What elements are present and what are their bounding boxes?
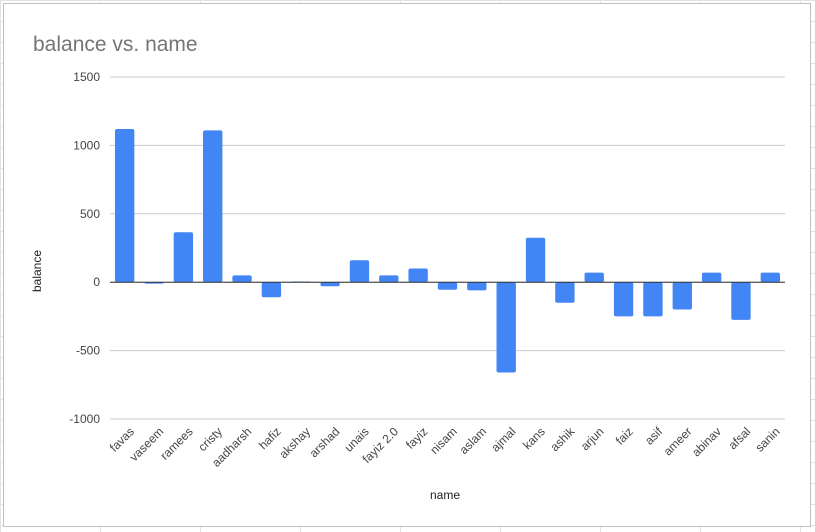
x-tick-label: akshay — [276, 424, 313, 461]
x-tick-label: ashik — [548, 424, 578, 454]
bar-ramees[interactable] — [173, 232, 194, 283]
x-axis-title: name — [430, 488, 460, 502]
y-axis-title: balance — [30, 250, 44, 292]
bar-favas[interactable] — [114, 128, 135, 283]
x-tick-label: sanin — [752, 424, 782, 454]
bar-aadharsh[interactable] — [232, 275, 252, 283]
y-tick-label: -500 — [76, 344, 100, 358]
bar-arjun[interactable] — [584, 272, 604, 283]
bar-ameer[interactable] — [672, 282, 692, 310]
bar-ajmal[interactable] — [496, 282, 516, 373]
x-tick-label: afsal — [725, 424, 753, 452]
bars — [114, 128, 781, 373]
x-tick-label: ramees — [158, 424, 196, 462]
bar-fayiz-2-0[interactable] — [379, 275, 399, 283]
bar-cristy[interactable] — [203, 130, 223, 283]
y-tick-label: 1000 — [73, 138, 100, 152]
bar-abinav[interactable] — [701, 272, 722, 283]
x-tick-label: fayiz — [403, 424, 430, 451]
bar-hafiz[interactable] — [261, 282, 282, 298]
y-tick-label: -1000 — [69, 412, 100, 426]
x-tick-label: faiz — [613, 424, 636, 447]
x-tick-label: nisam — [427, 424, 460, 457]
bar-sanin[interactable] — [760, 272, 781, 283]
bar-fayiz[interactable] — [408, 268, 428, 283]
bar-aslam[interactable] — [467, 282, 487, 291]
bar-kans[interactable] — [525, 237, 546, 283]
y-tick-label: 1500 — [73, 70, 100, 84]
x-tick-label: aslam — [457, 424, 490, 457]
x-tick-label: asif — [642, 424, 666, 448]
x-tick-label: arshad — [307, 424, 343, 460]
bar-faiz[interactable] — [613, 282, 634, 317]
x-tick-label: kans — [520, 424, 548, 452]
bar-ashik[interactable] — [555, 282, 575, 303]
x-tick-label: arjun — [578, 424, 607, 453]
chart-card[interactable]: balance vs. name — [3, 3, 811, 527]
bar-afsal[interactable] — [731, 282, 751, 320]
x-tick-label: ameer — [661, 424, 695, 458]
bar-unais[interactable] — [349, 260, 370, 283]
bar-arshad[interactable] — [320, 282, 340, 287]
x-tick-label: abinav — [689, 424, 724, 459]
bar-nisam[interactable] — [437, 282, 458, 290]
chart-title: balance vs. name — [33, 33, 198, 56]
bar-asif[interactable] — [643, 282, 663, 317]
y-axis-ticks: 1500 1000 500 0 -500 -1000 — [69, 70, 100, 426]
y-tick-label: 500 — [80, 207, 100, 221]
x-tick-label: ajmal — [488, 424, 518, 454]
y-tick-label: 0 — [93, 275, 100, 289]
